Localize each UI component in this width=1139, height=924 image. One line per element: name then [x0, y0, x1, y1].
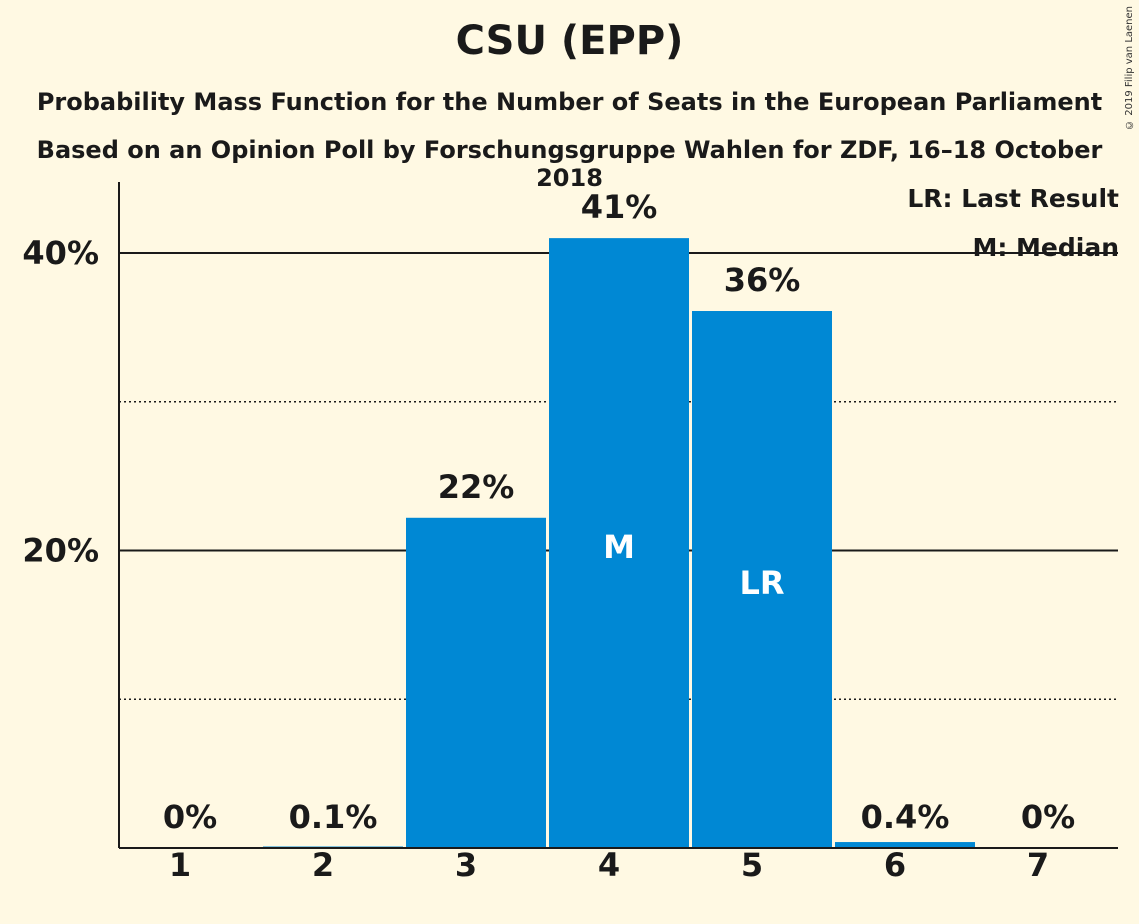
axes: 20% 40% 1 2 3 4 5 6 7 — [22, 182, 1118, 884]
value-label: 0% — [163, 798, 217, 836]
value-label: 0.4% — [861, 798, 950, 836]
data-labels: 0% 0.1% 22% 41% M 36% LR 0.4% 0% — [163, 188, 1075, 836]
y-tick-label: 20% — [22, 532, 99, 570]
value-label: 0% — [1021, 798, 1075, 836]
x-tick-label: 4 — [598, 846, 620, 884]
x-tick-label: 5 — [741, 846, 763, 884]
value-label: 22% — [438, 468, 515, 506]
bars — [263, 238, 975, 848]
bar-seat-3 — [406, 517, 546, 848]
bar-seat-6 — [835, 842, 975, 848]
last-result-marker: LR — [739, 564, 784, 602]
value-label: 36% — [724, 261, 801, 299]
value-label: 0.1% — [289, 798, 378, 836]
legend-last-result: LR: Last Result — [907, 184, 1119, 213]
chart-subtitle: Probability Mass Function for the Number… — [36, 88, 1103, 116]
x-tick-label: 6 — [884, 846, 906, 884]
chart-title: CSU (EPP) — [455, 18, 684, 64]
chart-subtitle-source: Based on an Opinion Poll by Forschungsgr… — [36, 136, 1103, 192]
x-tick-label: 1 — [169, 846, 191, 884]
x-tick-label: 3 — [455, 846, 477, 884]
value-label: 41% — [581, 188, 658, 226]
x-tick-label: 7 — [1027, 846, 1049, 884]
bar-seat-4 — [549, 238, 689, 848]
y-tick-label: 40% — [22, 234, 99, 272]
median-marker: M — [603, 528, 635, 566]
x-tick-label: 2 — [312, 846, 334, 884]
legend-median: M: Median — [972, 233, 1119, 262]
bar-seat-5 — [692, 311, 832, 848]
